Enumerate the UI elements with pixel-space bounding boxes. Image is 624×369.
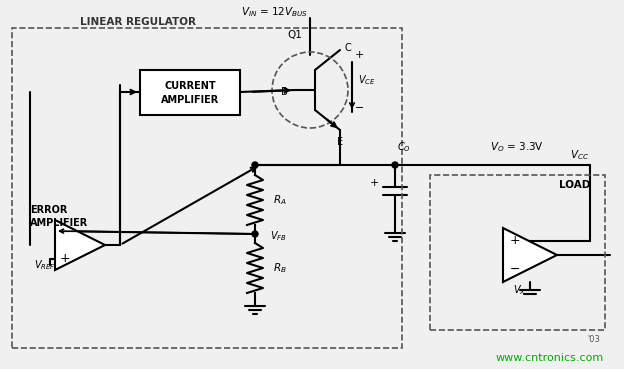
Text: B: B (281, 87, 288, 97)
Circle shape (392, 162, 398, 168)
Text: $C_O$: $C_O$ (397, 140, 411, 154)
Text: CURRENT: CURRENT (164, 81, 216, 91)
Text: $R_B$: $R_B$ (273, 261, 287, 275)
Text: AMPLIFIER: AMPLIFIER (161, 95, 219, 105)
Polygon shape (503, 228, 557, 282)
Bar (430, 175, 605, 330)
Text: $V_{IN}$ = 12$V_{BUS}$: $V_{IN}$ = 12$V_{BUS}$ (241, 5, 309, 19)
Text: ERROR: ERROR (30, 205, 67, 215)
Text: $V_X$: $V_X$ (514, 283, 527, 297)
Text: −: − (355, 103, 364, 113)
Polygon shape (55, 220, 105, 270)
Text: $V_{CE}$: $V_{CE}$ (358, 73, 376, 87)
Bar (12, 28, 402, 348)
Text: +: + (369, 178, 379, 188)
Text: $V_{CC}$: $V_{CC}$ (570, 148, 589, 162)
Text: $V_O$ = 3.3V: $V_O$ = 3.3V (490, 140, 544, 154)
Text: Q1: Q1 (288, 30, 303, 40)
Text: $V_{FB}$: $V_{FB}$ (270, 229, 287, 243)
Text: LINEAR REGULATOR: LINEAR REGULATOR (80, 17, 196, 27)
Text: '03: '03 (587, 335, 600, 345)
Text: +: + (355, 50, 364, 60)
Text: +: + (60, 252, 71, 266)
Circle shape (252, 162, 258, 168)
Text: +: + (510, 235, 520, 248)
Text: www.cntronics.com: www.cntronics.com (496, 353, 604, 363)
Text: $R_A$: $R_A$ (273, 193, 286, 207)
Text: −: − (510, 262, 520, 276)
Text: LOAD: LOAD (558, 180, 590, 190)
Text: $V_{REF}$: $V_{REF}$ (34, 258, 56, 272)
Text: −: − (60, 225, 71, 238)
Circle shape (252, 231, 258, 237)
Bar (140, 70, 240, 115)
Text: AMPLIFIER: AMPLIFIER (30, 218, 88, 228)
Text: C: C (345, 43, 352, 53)
Text: E: E (337, 137, 343, 147)
